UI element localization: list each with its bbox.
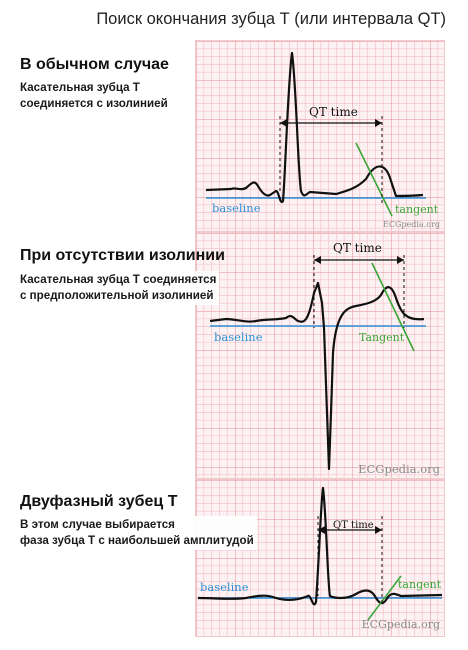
section-heading-biphasic: Двуфазный зубец Т xyxy=(20,493,178,510)
ecg-trace xyxy=(209,281,425,471)
tangent-label: tangent xyxy=(398,578,442,591)
source-watermark: ECGpedia.org xyxy=(362,618,440,631)
source-watermark: ECGpedia.org xyxy=(383,220,440,229)
qt-time-label: QT time xyxy=(333,241,382,255)
qt-time-label: QT time xyxy=(309,105,358,119)
ecg-grid xyxy=(196,233,444,478)
tangent-label: Tangent xyxy=(359,331,405,344)
tangent-line xyxy=(355,142,393,217)
ecg-grid xyxy=(196,41,444,231)
tangent-label: tangent xyxy=(395,203,439,216)
tangent-line xyxy=(371,262,415,352)
ecg-grid xyxy=(196,480,444,636)
source-watermark: ECGpedia.org xyxy=(358,462,441,476)
ecg-strip-normal: QT time baseline tangent ECGpedia.org xyxy=(196,41,444,231)
page-title: Поиск окончания зубца Т (или интервала Q… xyxy=(96,10,446,28)
ecg-panel-normal: QT time baseline tangent ECGpedia.org xyxy=(195,40,445,232)
section-note-no-baseline: Касательная зубца Т соединяется с предпо… xyxy=(18,271,220,305)
baseline-label: baseline xyxy=(214,330,263,344)
ecg-panel-no-baseline: QT time baseline Tangent ECGpedia.org xyxy=(195,232,445,479)
ecg-strip-no-baseline: QT time baseline Tangent ECGpedia.org xyxy=(196,233,444,478)
ecg-panel-biphasic: QT time baseline tangent ECGpedia.org xyxy=(195,479,445,637)
section-heading-normal: В обычном случае xyxy=(20,56,169,73)
tangent-line xyxy=(367,575,402,621)
ecg-strip-biphasic: QT time baseline tangent ECGpedia.org xyxy=(196,480,444,636)
baseline-label: baseline xyxy=(212,201,261,215)
ecg-trace xyxy=(197,486,443,606)
qt-arrow-heads xyxy=(318,526,382,534)
baseline-label: baseline xyxy=(200,580,249,594)
section-note-biphasic: В этом случае выбирается фаза зубца Т с … xyxy=(18,516,257,550)
qt-time-label: QT time xyxy=(333,520,374,531)
section-note-normal: Касательная зубца Т соединяется с изолин… xyxy=(20,81,168,110)
section-heading-no-baseline: При отсутствии изолинии xyxy=(20,247,225,264)
